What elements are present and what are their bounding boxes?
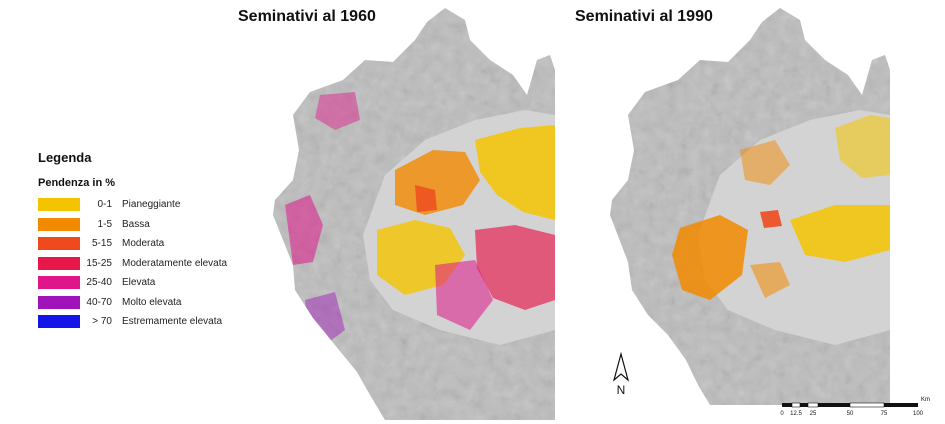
legend-swatch [38, 276, 80, 290]
legend-swatch [38, 256, 80, 270]
scale-tick-label: 75 [881, 411, 888, 417]
legend-item: 25-40 Elevata [38, 273, 248, 293]
legend-item: 15-25 Moderatamente elevata [38, 254, 248, 274]
legend-label: Bassa [122, 218, 150, 230]
north-arrow-label: N [617, 383, 626, 396]
cropland-area [415, 185, 437, 212]
cropland-area [285, 195, 323, 265]
legend-swatch [38, 217, 80, 231]
cropland-area [315, 92, 360, 130]
legend-range: 15-25 [86, 257, 112, 269]
legend-range: 1-5 [97, 218, 112, 230]
legend: Legenda Pendenza in % 0-1 Pianeggiante 1… [38, 150, 248, 332]
legend-item: 0-1 Pianeggiante [38, 195, 248, 215]
legend-label: Moderatamente elevata [122, 257, 228, 269]
scale-bar-unit: Km [921, 397, 930, 403]
legend-item: 5-15 Moderata [38, 234, 248, 254]
legend-swatch [38, 237, 80, 251]
scale-tick-label: 50 [847, 411, 854, 417]
north-arrow-shape [612, 352, 630, 382]
scale-segment [818, 403, 850, 407]
cropland-area [475, 125, 555, 220]
scale-segment [782, 403, 792, 407]
map-1990-terrain [610, 8, 890, 405]
legend-item: 1-5 Bassa [38, 215, 248, 235]
scale-segment [791, 402, 801, 408]
legend-item: > 70 Estremamente elevata [38, 312, 248, 332]
legend-swatch [38, 315, 80, 329]
legend-range: > 70 [92, 316, 112, 328]
cropland-area [750, 262, 790, 298]
map-1960-terrain [273, 8, 555, 420]
scale-segment [800, 403, 808, 407]
scale-segment [807, 402, 819, 408]
legend-subtitle: Pendenza in % [38, 177, 116, 189]
legend-label: Pianeggiante [122, 199, 181, 211]
cropland-area [672, 215, 748, 300]
scale-tick-label: 12.5 [790, 411, 802, 417]
map-1990 [610, 8, 890, 405]
legend-swatch [38, 198, 80, 212]
scale-tick-label: 25 [810, 411, 817, 417]
legend-range: 0-1 [97, 199, 112, 211]
legend-range: 5-15 [91, 238, 112, 250]
cropland-area [760, 210, 782, 228]
cropland-area [835, 115, 890, 178]
cropland-area [740, 140, 790, 185]
legend-range: 25-40 [86, 277, 112, 289]
map-1960 [273, 8, 555, 420]
legend-label: Estremamente elevata [122, 316, 223, 328]
legend-range: 40-70 [86, 296, 112, 308]
scale-tick-label: 100 [913, 411, 924, 417]
scale-tick-label: 0 [780, 411, 784, 417]
cropland-area [475, 225, 555, 310]
legend-item: 40-70 Molto elevata [38, 293, 248, 313]
map-title-1990: Seminativi al 1990 [575, 8, 713, 25]
legend-heading: Legenda [38, 150, 92, 165]
scale-bar: Km 0 12.5 25 50 75 100 [780, 397, 930, 417]
legend-swatch [38, 295, 80, 309]
scale-segment [849, 402, 885, 408]
legend-label: Molto elevata [122, 296, 182, 308]
cropland-area [435, 260, 493, 330]
map-title-1960: Seminativi al 1960 [238, 8, 376, 25]
north-arrow-icon: N [612, 352, 630, 396]
scale-segment [884, 403, 918, 407]
legend-label: Moderata [122, 238, 165, 250]
cropland-area [790, 205, 890, 262]
legend-label: Elevata [122, 277, 156, 289]
